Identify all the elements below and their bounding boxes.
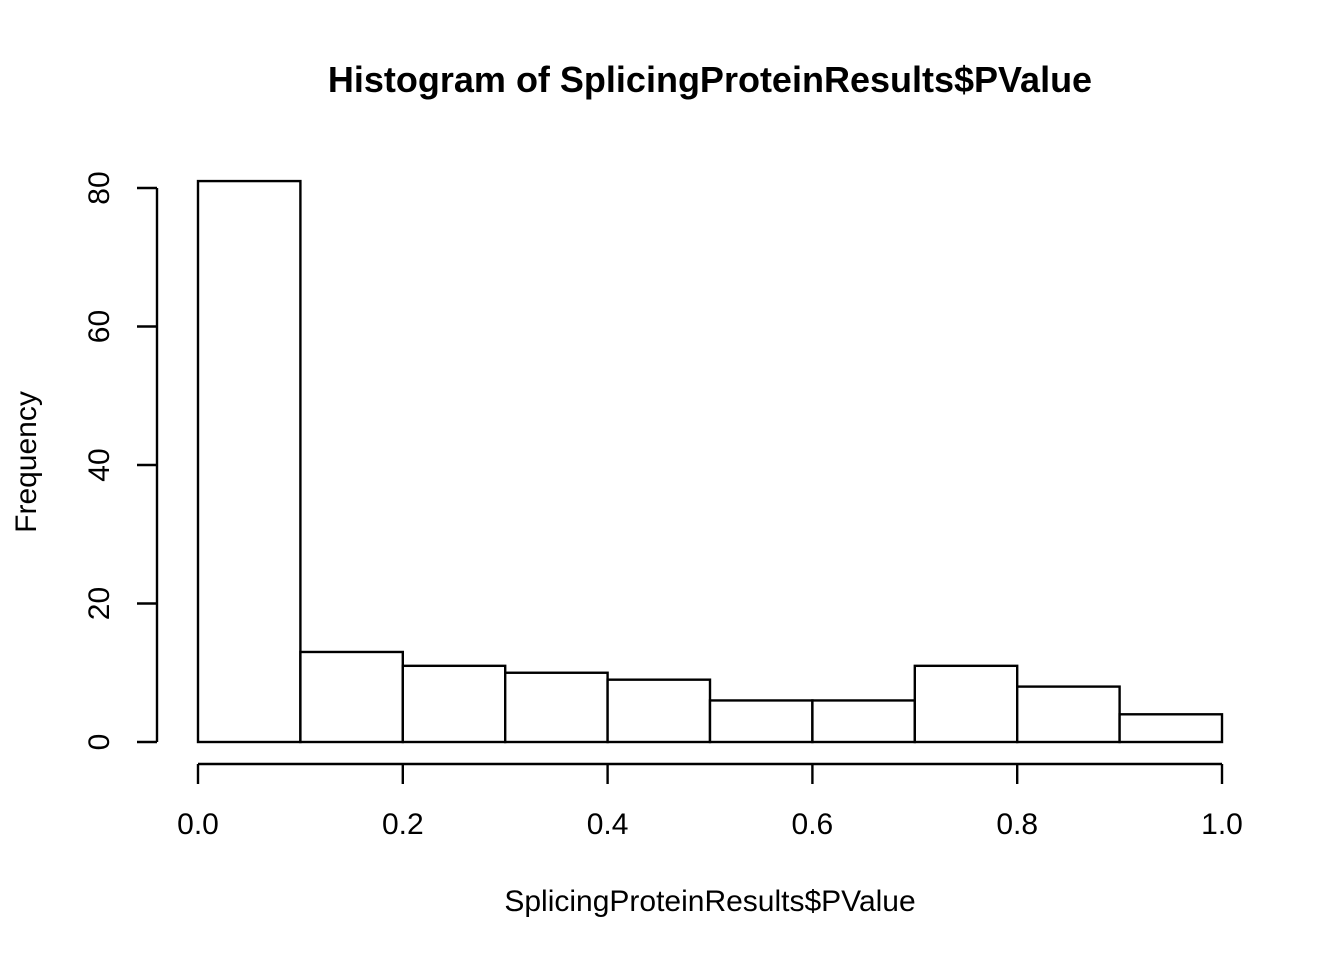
histogram-bar-5 [606,678,712,744]
y-tick-label: 20 [83,587,116,620]
y-tick-label: 0 [83,734,116,751]
y-axis-label: Frequency [10,391,43,533]
x-tick-label: 0.0 [177,808,219,841]
histogram-bar-6 [708,699,814,744]
histogram-bar-2 [299,650,404,744]
x-tick-label: 1.0 [1201,808,1243,841]
x-tick-label: 0.2 [382,808,424,841]
histogram-bar-7 [811,699,917,744]
histogram-bar-9 [1016,685,1121,744]
y-tick-label: 60 [83,310,116,343]
x-axis-ticks: 0.0 0.2 0.4 0.6 0.8 1.0 [177,764,1243,841]
x-axis: 0.0 0.2 0.4 0.6 0.8 1.0 [177,762,1243,841]
x-axis-label: SplicingProteinResults$PValue [504,885,915,918]
y-axis: 0 20 40 60 80 [83,171,159,750]
histogram-bar-4 [504,671,609,744]
chart-title: Histogram of SplicingProteinResults$PVal… [328,59,1092,100]
histogram-bar-10 [1118,713,1224,744]
y-axis-ticks: 0 20 40 60 80 [83,171,157,750]
histogram-bars [196,179,1224,744]
histogram-bar-8 [913,664,1019,744]
histogram-bar-3 [401,664,507,744]
histogram-bar-1 [196,179,302,744]
x-tick-label: 0.8 [996,808,1038,841]
y-tick-label: 80 [83,171,116,204]
x-tick-label: 0.6 [792,808,834,841]
x-tick-label: 0.4 [587,808,629,841]
y-tick-label: 40 [83,448,116,481]
